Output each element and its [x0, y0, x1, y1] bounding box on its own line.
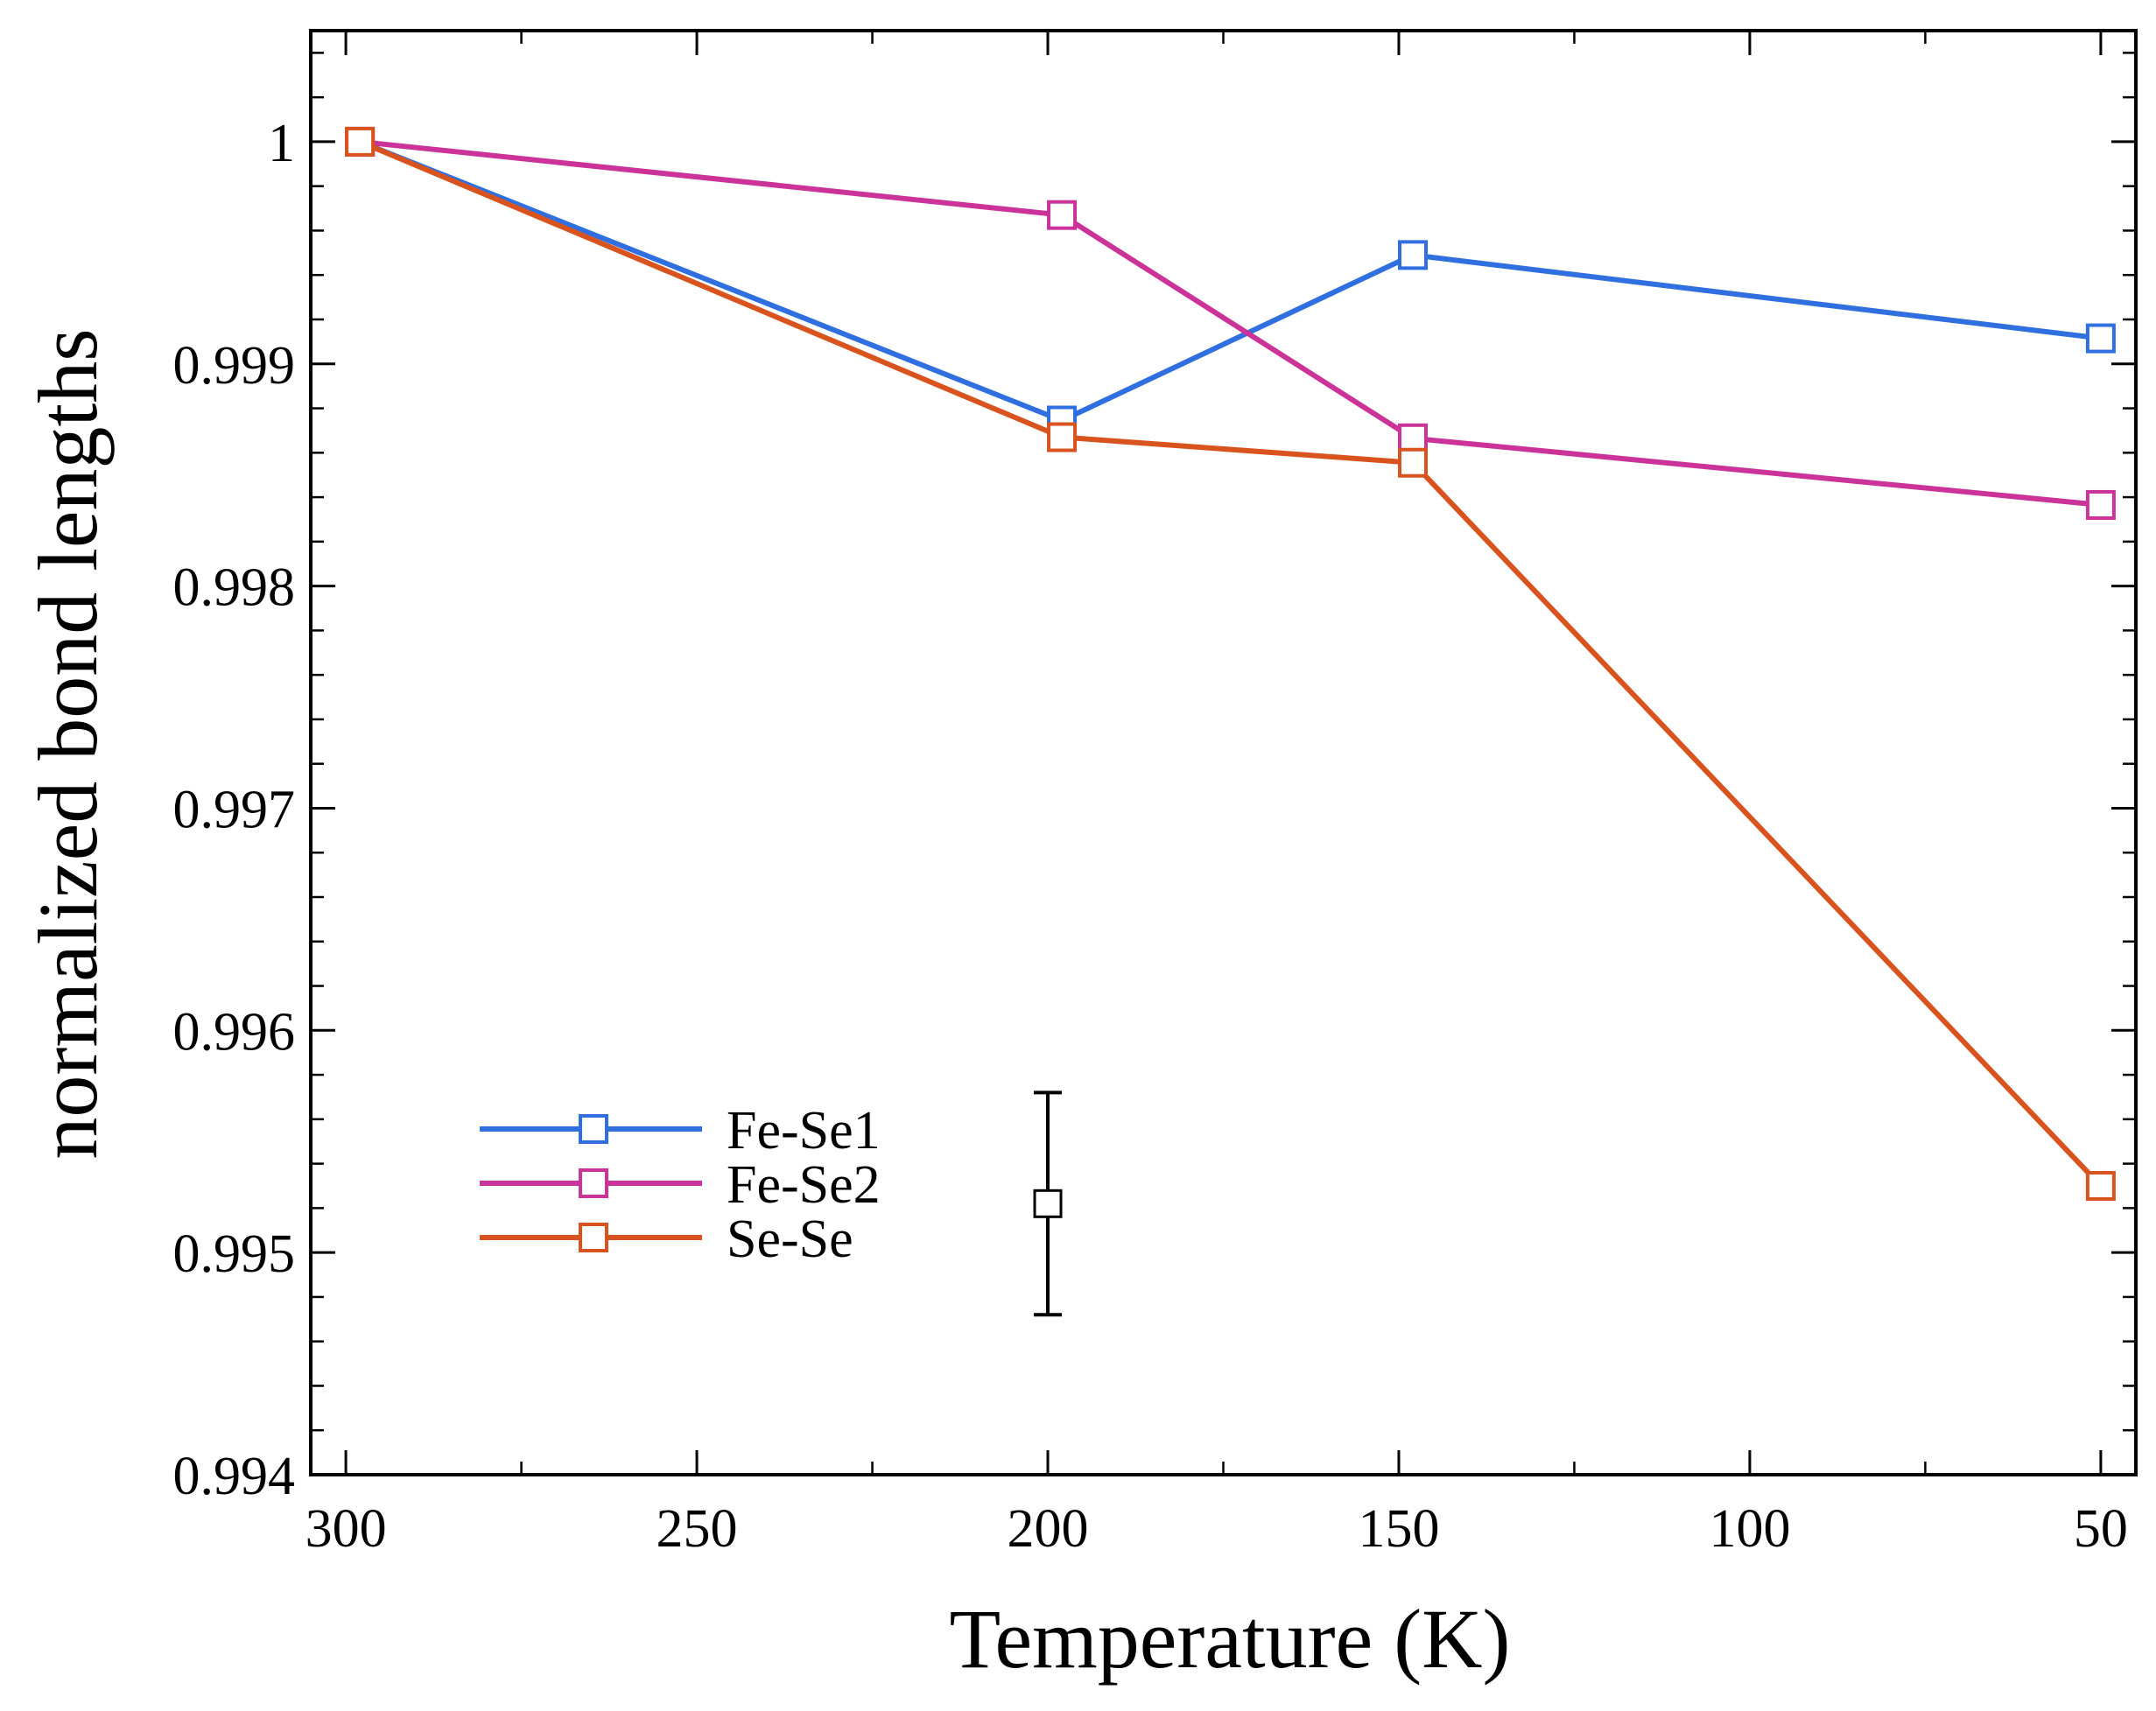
data-point-marker: [2085, 1171, 2116, 1201]
series-line: [359, 139, 2102, 424]
data-point-marker: [1398, 240, 1429, 270]
y-tick-label: 0.997: [173, 780, 296, 839]
legend-label: Se-Se: [727, 1210, 853, 1269]
legend-marker: [579, 1114, 608, 1144]
data-point-marker: [1047, 422, 1078, 452]
data-point-marker: [1398, 423, 1429, 453]
series-line: [359, 138, 2102, 508]
series-line: [358, 139, 2103, 1189]
axes: 300 250 200 150 100 50 0.994 0.995 0.996 0.997 0.9…: [173, 29, 2138, 1559]
data-point-marker: [1047, 200, 1078, 230]
x-axis-title: Temperature (K): [950, 1592, 1511, 1686]
legend-entry: Fe-Se1: [480, 1101, 881, 1161]
series-se-se: [345, 126, 2116, 1201]
x-tick-label: 250: [657, 1499, 738, 1559]
legend-entry: Fe-Se2: [480, 1155, 881, 1215]
legend-label: Fe-Se2: [727, 1155, 881, 1215]
data-point-marker: [2085, 489, 2116, 520]
x-tick-label: 300: [305, 1499, 387, 1559]
series-layer: [345, 126, 2116, 1201]
x-tick-label: 150: [1358, 1499, 1439, 1559]
data-point-marker: [2085, 323, 2116, 354]
y-tick-label: 0.999: [173, 336, 296, 396]
data-point-marker: [345, 126, 376, 157]
y-tick-label: 1: [268, 114, 295, 173]
y-tick-label: 0.998: [173, 558, 296, 618]
x-tick-label: 50: [2074, 1499, 2128, 1559]
error-bar-marker: [1033, 1189, 1063, 1218]
legend-entry: Se-Se: [480, 1210, 853, 1269]
y-tick-label: 0.996: [173, 1002, 296, 1062]
legend-marker: [579, 1168, 608, 1198]
x-tick-label: 200: [1008, 1499, 1089, 1559]
y-tick-label: 0.994: [173, 1447, 296, 1506]
legend-label: Fe-Se1: [727, 1101, 881, 1161]
y-axis-title: normalized bond lengths: [21, 328, 115, 1159]
error-bar: [1033, 1090, 1063, 1317]
y-tick-label: 0.995: [173, 1224, 296, 1284]
x-tick-label: 100: [1709, 1499, 1790, 1559]
legend-marker: [579, 1223, 608, 1252]
data-point-marker: [1398, 447, 1429, 478]
